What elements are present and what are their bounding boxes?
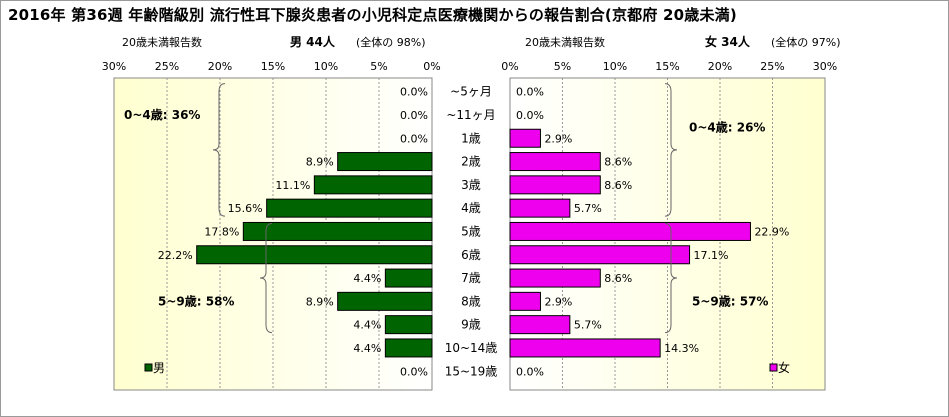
age-category-label: ~11ヶ月 xyxy=(446,108,495,122)
left-tick-label: 20% xyxy=(208,60,232,73)
age-category-label: 9歳 xyxy=(461,318,481,332)
age-group-bracket xyxy=(664,83,678,217)
male-data-label: 22.2% xyxy=(158,249,193,262)
right-header-count: 女 34人 xyxy=(705,35,750,49)
female-data-label: 0.0% xyxy=(516,86,544,99)
left-tick-label: 25% xyxy=(155,60,179,73)
bracket-label-right-5-9: 5~9歳: 57% xyxy=(692,293,768,308)
left-tick-label: 0% xyxy=(423,60,440,73)
right-tick-label: 5% xyxy=(554,60,571,73)
legend-female-label: 女 xyxy=(778,360,790,375)
male-bar xyxy=(266,198,433,218)
male-bar xyxy=(384,315,433,335)
age-category-label: ~5ヶ月 xyxy=(450,85,492,99)
right-tick-label: 20% xyxy=(708,60,732,73)
male-data-label: 11.1% xyxy=(275,179,310,192)
male-data-label: 0.0% xyxy=(400,109,428,122)
male-bar xyxy=(313,175,433,195)
age-category-label: 10~14歳 xyxy=(445,341,498,355)
male-data-label: 0.0% xyxy=(400,86,428,99)
age-category-label: 6歳 xyxy=(461,248,481,262)
male-data-label: 4.4% xyxy=(353,319,381,332)
left-header-share: (全体の 98%) xyxy=(356,36,426,49)
right-tick-label: 25% xyxy=(760,60,784,73)
bracket-label-left-5-9: 5~9歳: 58% xyxy=(158,293,234,308)
female-bar xyxy=(509,315,571,335)
age-group-bracket xyxy=(212,83,226,217)
female-data-label: 14.3% xyxy=(664,342,699,355)
legend-male-swatch xyxy=(144,363,153,372)
male-bar xyxy=(242,221,433,241)
chart-title: 2016年 第36週 年齢階級別 流行性耳下腺炎患者の小児科定点医療機関からの報… xyxy=(8,6,737,24)
male-data-label: 4.4% xyxy=(353,272,381,285)
left-header-label: 20歳未満報告数 xyxy=(122,36,202,49)
left-header-count: 男 44人 xyxy=(290,35,335,49)
age-category-label: 3歳 xyxy=(461,178,481,192)
female-bar xyxy=(509,221,751,241)
female-bar xyxy=(509,245,691,265)
left-tick-label: 30% xyxy=(102,60,126,73)
female-data-label: 8.6% xyxy=(604,272,632,285)
male-data-label: 8.9% xyxy=(306,156,334,169)
age-category-label: 8歳 xyxy=(461,294,481,308)
female-bar xyxy=(509,291,541,311)
female-data-label: 0.0% xyxy=(516,365,544,378)
bracket-label-right-0-4: 0~4歳: 26% xyxy=(689,119,765,134)
right-tick-label: 15% xyxy=(655,60,679,73)
right-tick-label: 10% xyxy=(603,60,627,73)
female-data-label: 8.6% xyxy=(604,179,632,192)
female-data-label: 0.0% xyxy=(516,109,544,122)
legend-female-swatch xyxy=(769,363,778,372)
male-bar xyxy=(337,152,433,172)
female-bar xyxy=(509,338,661,358)
male-data-label: 8.9% xyxy=(306,295,334,308)
female-data-label: 17.1% xyxy=(694,249,729,262)
female-data-label: 5.7% xyxy=(574,319,602,332)
female-bar xyxy=(509,152,601,172)
left-tick-label: 15% xyxy=(261,60,285,73)
right-header-label: 20歳未満報告数 xyxy=(525,36,605,49)
age-category-label: 4歳 xyxy=(461,201,481,215)
age-group-bracket xyxy=(664,222,678,334)
legend-male-label: 男 xyxy=(153,361,165,375)
right-tick-label: 30% xyxy=(813,60,837,73)
male-bar xyxy=(196,245,433,265)
female-data-label: 5.7% xyxy=(574,202,602,215)
female-bar xyxy=(509,128,541,148)
female-bar xyxy=(509,198,571,218)
female-bar xyxy=(509,175,601,195)
age-category-label: 5歳 xyxy=(461,224,481,238)
male-data-label: 4.4% xyxy=(353,342,381,355)
female-data-label: 22.9% xyxy=(754,225,789,238)
male-data-label: 17.8% xyxy=(204,225,239,238)
left-tick-label: 10% xyxy=(314,60,338,73)
male-bar xyxy=(384,338,433,358)
female-data-label: 8.6% xyxy=(604,156,632,169)
male-bar xyxy=(337,291,433,311)
left-tick-label: 5% xyxy=(370,60,387,73)
right-header-share: (全体の 97%) xyxy=(771,36,841,49)
age-category-label: 2歳 xyxy=(461,155,481,169)
bracket-label-left-0-4: 0~4歳: 36% xyxy=(124,107,200,122)
male-bar xyxy=(384,268,433,288)
age-category-label: 15~19歳 xyxy=(445,364,498,378)
female-data-label: 2.9% xyxy=(544,295,572,308)
male-data-label: 15.6% xyxy=(228,202,263,215)
age-group-bracket xyxy=(259,222,273,334)
age-category-label: 1歳 xyxy=(461,131,481,145)
male-data-label: 0.0% xyxy=(400,365,428,378)
age-category-label: 7歳 xyxy=(461,271,481,285)
female-data-label: 2.9% xyxy=(544,132,572,145)
male-data-label: 0.0% xyxy=(400,132,428,145)
female-bar xyxy=(509,268,601,288)
right-tick-label: 0% xyxy=(501,60,518,73)
